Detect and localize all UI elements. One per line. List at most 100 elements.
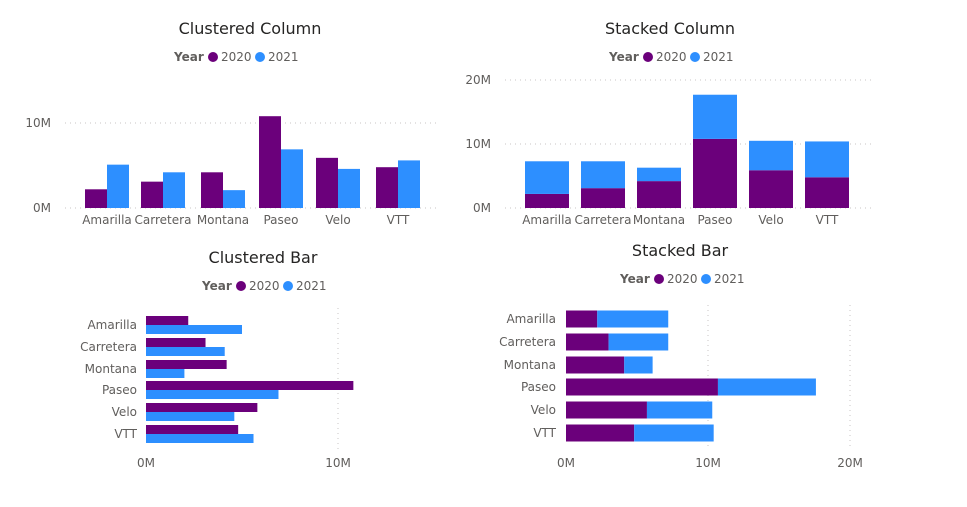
bar-amarilla-2020[interactable]: [566, 310, 598, 328]
bar-paseo-2020[interactable]: [146, 381, 354, 390]
x-category-label: Montana: [197, 213, 249, 227]
bar-montana-2021[interactable]: [637, 167, 681, 182]
bar-vtt-2020[interactable]: [146, 425, 239, 434]
legend-title: Year: [173, 50, 204, 64]
legend-marker-2020: [236, 281, 246, 291]
legend-entry-2020[interactable]: 2020: [249, 279, 280, 293]
bar-amarilla-2020[interactable]: [146, 316, 189, 325]
bar-montana-2020[interactable]: [637, 181, 681, 208]
bar-velo-2020[interactable]: [749, 170, 793, 208]
bar-carretera-2021[interactable]: [163, 172, 185, 208]
bar-carretera-2021[interactable]: [581, 161, 625, 189]
bar-vtt-2020[interactable]: [376, 167, 398, 208]
legend-entry-2020[interactable]: 2020: [221, 50, 252, 64]
y-category-label: Montana: [504, 358, 556, 372]
y-tick-label: 0M: [473, 201, 491, 215]
x-category-label: Carretera: [135, 213, 192, 227]
x-category-label: Montana: [633, 213, 685, 227]
bar-montana-2021[interactable]: [624, 356, 653, 374]
bar-paseo-2020[interactable]: [566, 378, 718, 396]
x-category-label: Paseo: [697, 213, 732, 227]
bar-amarilla-2020[interactable]: [525, 193, 569, 208]
y-tick-label: 10M: [25, 116, 51, 130]
bar-vtt-2021[interactable]: [805, 141, 849, 178]
y-category-label: Carretera: [499, 335, 556, 349]
bar-paseo-2020[interactable]: [693, 138, 737, 208]
bar-carretera-2020[interactable]: [146, 338, 206, 347]
legend-marker-2020: [654, 274, 664, 284]
bar-amarilla-2020[interactable]: [85, 189, 107, 208]
chart-title: Stacked Column: [605, 19, 735, 38]
bar-montana-2021[interactable]: [146, 369, 185, 378]
legend-title: Year: [619, 272, 650, 286]
legend-title: Year: [201, 279, 232, 293]
legend-marker-2021: [283, 281, 293, 291]
bar-amarilla-2021[interactable]: [107, 164, 129, 208]
x-category-label: Amarilla: [522, 213, 572, 227]
legend-entry-2021[interactable]: 2021: [714, 272, 745, 286]
x-category-label: Amarilla: [82, 213, 132, 227]
x-tick-label: 20M: [837, 456, 863, 470]
legend-entry-2021[interactable]: 2021: [703, 50, 734, 64]
bar-vtt-2021[interactable]: [634, 424, 714, 442]
chart-stacked-bar: Stacked Bar Year 2020 2021 0M 10M 20M Amarilla C…: [499, 241, 863, 470]
bar-paseo-2021[interactable]: [281, 149, 303, 208]
bar-vtt-2020[interactable]: [566, 424, 635, 442]
x-category-label: Carretera: [575, 213, 632, 227]
bar-vtt-2021[interactable]: [146, 434, 254, 443]
bar-paseo-2021[interactable]: [693, 94, 737, 139]
bar-amarilla-2021[interactable]: [525, 161, 569, 194]
chart-clustered-bar: Clustered Bar Year 2020 2021 0M 10M Amarilla Ca…: [80, 248, 354, 470]
y-tick-label: 20M: [465, 73, 491, 87]
legend-title: Year: [608, 50, 639, 64]
bar-amarilla-2021[interactable]: [146, 325, 242, 334]
bar-carretera-2020[interactable]: [566, 333, 609, 351]
chart-title: Stacked Bar: [632, 241, 729, 260]
bar-carretera-2020[interactable]: [141, 181, 163, 208]
bar-velo-2021[interactable]: [646, 401, 713, 419]
bar-velo-2020[interactable]: [566, 401, 647, 419]
bar-velo-2020[interactable]: [146, 403, 258, 412]
x-tick-label: 0M: [137, 456, 155, 470]
bar-paseo-2021[interactable]: [146, 390, 279, 399]
bar-velo-2021[interactable]: [338, 168, 360, 208]
legend-entry-2020[interactable]: 2020: [656, 50, 687, 64]
bar-montana-2020[interactable]: [566, 356, 625, 374]
bar-montana-2021[interactable]: [223, 190, 245, 208]
bar-vtt-2020[interactable]: [805, 177, 849, 208]
bar-velo-2021[interactable]: [146, 412, 235, 421]
x-category-label: Velo: [325, 213, 350, 227]
x-category-label: VTT: [816, 213, 839, 227]
y-category-label: Paseo: [521, 380, 556, 394]
y-tick-label: 10M: [465, 137, 491, 151]
legend-entry-2021[interactable]: 2021: [296, 279, 327, 293]
bar-montana-2020[interactable]: [201, 172, 223, 208]
legend-marker-2020: [643, 52, 653, 62]
legend-marker-2020: [208, 52, 218, 62]
bar-carretera-2020[interactable]: [581, 188, 625, 208]
chart-title: Clustered Bar: [209, 248, 318, 267]
x-category-label: VTT: [387, 213, 410, 227]
bar-paseo-2021[interactable]: [717, 378, 816, 396]
y-category-label: Carretera: [80, 340, 137, 354]
bar-carretera-2021[interactable]: [608, 333, 669, 351]
y-category-label: Velo: [531, 403, 556, 417]
bar-carretera-2021[interactable]: [146, 347, 225, 356]
legend-marker-2021: [690, 52, 700, 62]
bar-montana-2020[interactable]: [146, 360, 227, 369]
y-category-label: Paseo: [102, 383, 137, 397]
bar-vtt-2021[interactable]: [398, 160, 420, 208]
y-category-label: Amarilla: [506, 312, 556, 326]
bar-velo-2020[interactable]: [316, 157, 338, 208]
x-tick-label: 10M: [325, 456, 351, 470]
y-category-label: VTT: [533, 426, 556, 440]
bar-velo-2021[interactable]: [749, 140, 793, 171]
bar-paseo-2020[interactable]: [259, 116, 281, 208]
legend-entry-2020[interactable]: 2020: [667, 272, 698, 286]
legend-marker-2021: [701, 274, 711, 284]
legend-marker-2021: [255, 52, 265, 62]
bar-amarilla-2021[interactable]: [597, 310, 669, 328]
legend-entry-2021[interactable]: 2021: [268, 50, 299, 64]
y-tick-label: 0M: [33, 201, 51, 215]
